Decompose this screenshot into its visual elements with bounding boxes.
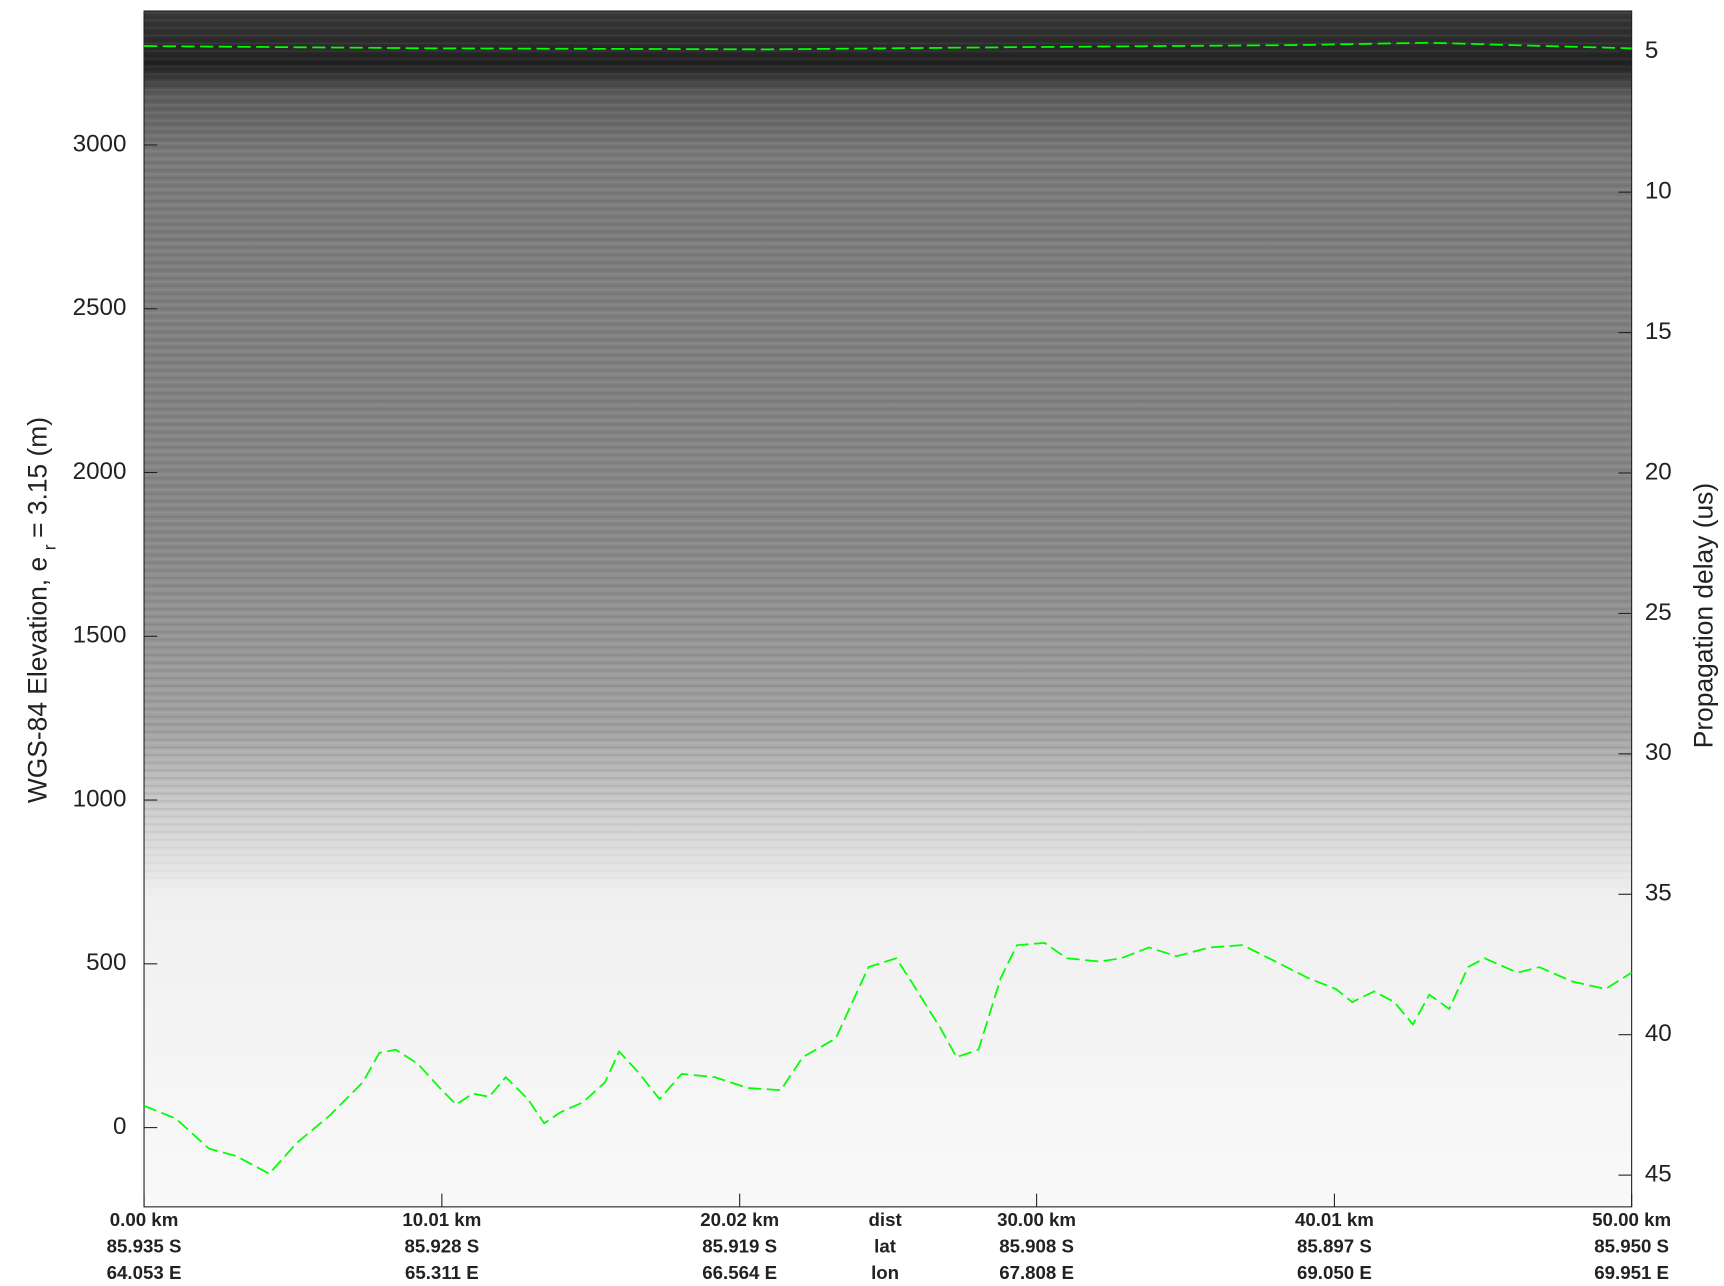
x-tick-label: 20.02 km: [700, 1209, 779, 1230]
lon-label: 64.053 E: [107, 1262, 182, 1283]
y2-tick-label: 30: [1645, 739, 1672, 766]
y2-tick-label: 5: [1645, 37, 1658, 64]
y-tick-label: 1000: [73, 785, 127, 812]
lat-label: 85.919 S: [702, 1235, 777, 1256]
lat-label: 85.908 S: [999, 1235, 1074, 1256]
row-label: lat: [874, 1235, 896, 1256]
lat-label: 85.950 S: [1594, 1235, 1669, 1256]
lon-label: 69.951 E: [1594, 1262, 1669, 1283]
row-label: dist: [868, 1209, 901, 1230]
y-tick-label: 2000: [73, 458, 127, 485]
y2-tick-label: 40: [1645, 1020, 1672, 1047]
lon-label: 69.050 E: [1297, 1262, 1372, 1283]
lon-label: 65.311 E: [405, 1262, 479, 1283]
echogram-layers: [144, 10, 1632, 1207]
y-tick-label: 1500: [73, 622, 127, 649]
y-tick-label: 3000: [73, 130, 127, 157]
lon-label: 66.564 E: [702, 1262, 777, 1283]
y-tick-label: 2500: [73, 294, 127, 321]
x-tick-label: 0.00 km: [110, 1209, 179, 1230]
lat-label: 85.935 S: [107, 1235, 182, 1256]
lat-label: 85.897 S: [1297, 1235, 1372, 1256]
x-tick-label: 30.00 km: [997, 1209, 1076, 1230]
y2-tick-label: 20: [1645, 458, 1672, 485]
x-tick-label: 10.01 km: [402, 1209, 481, 1230]
y-tick-label: 0: [113, 1113, 126, 1140]
lon-label: 67.808 E: [999, 1262, 1074, 1283]
y-label-end: = 3.15 (m): [23, 417, 53, 538]
row-label: lon: [871, 1262, 899, 1283]
y2-tick-label: 45: [1645, 1161, 1672, 1188]
y2-tick-label: 10: [1645, 178, 1672, 205]
x-tick-label: 40.01 km: [1295, 1209, 1374, 1230]
y-label-main: WGS-84 Elevation, e: [23, 557, 53, 803]
y-tick-label: 500: [86, 949, 126, 976]
y2-tick-label: 25: [1645, 599, 1672, 626]
y-axis-label: WGS-84 Elevation, e r = 3.15 (m): [23, 417, 60, 803]
surface-or-bed-line: [143, 941, 1633, 1175]
y-label-sub: r: [39, 544, 59, 550]
plot-frame: [143, 10, 1633, 1208]
y2-tick-label: 15: [1645, 318, 1672, 345]
surface-or-bed-line: [144, 41, 1632, 51]
y2-tick-label: 35: [1645, 880, 1672, 907]
lat-label: 85.928 S: [404, 1235, 479, 1256]
y2-axis-label: Propagation delay (us): [1688, 483, 1718, 748]
x-tick-label: 50.00 km: [1592, 1209, 1671, 1230]
